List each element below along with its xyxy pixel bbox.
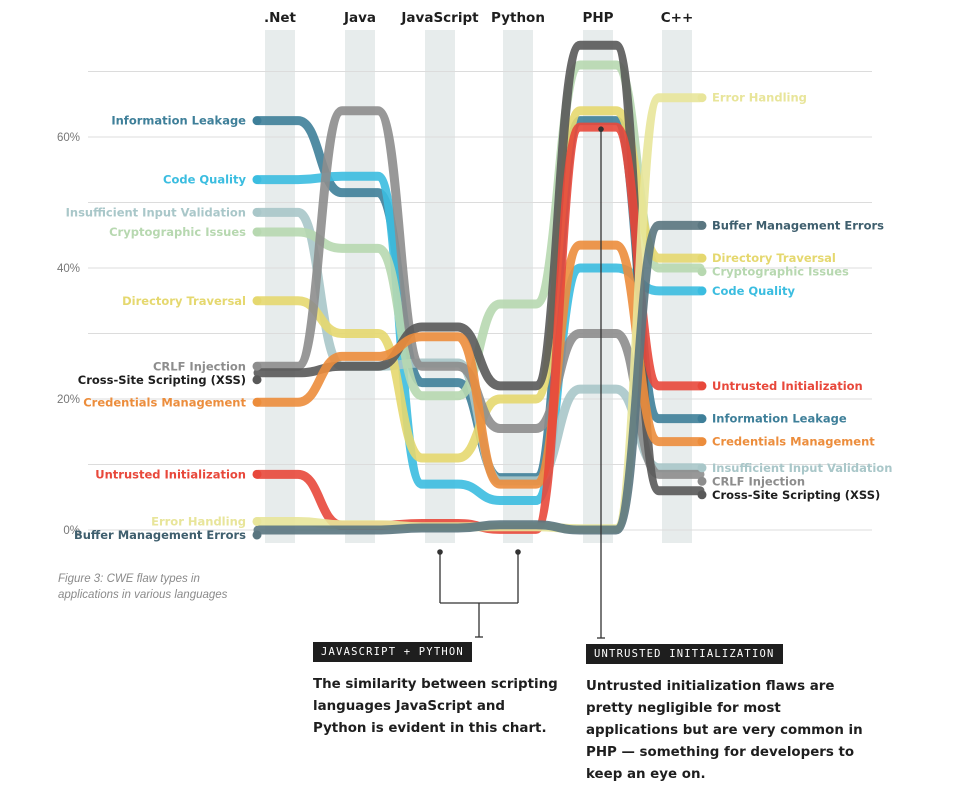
left-dot-error-handling	[252, 516, 262, 526]
left-label-cross-site-scripting-xss: Cross-Site Scripting (XSS)	[78, 373, 246, 387]
left-label-error-handling: Error Handling	[151, 514, 246, 528]
y-tick-label: 20%	[57, 394, 80, 406]
left-dot-insufficient-input-validation	[252, 207, 262, 217]
category-label-javascript: JavaScript	[400, 10, 479, 26]
series-line-credentials-management	[253, 240, 705, 489]
right-dot-untrusted-initialization	[697, 381, 707, 391]
right-dot-code-quality	[697, 286, 707, 296]
left-label-code-quality: Code Quality	[163, 173, 246, 187]
callout-text-untrusted-initialization: Untrusted initialization flaws are prett…	[586, 679, 863, 782]
column-band-net	[265, 30, 295, 543]
right-label-crlf-injection: CRLF Injection	[712, 474, 805, 488]
left-label-credentials-management: Credentials Management	[83, 395, 246, 409]
category-label-php: PHP	[582, 10, 613, 26]
right-dot-cryptographic-issues	[697, 267, 707, 277]
left-dot-code-quality	[252, 175, 262, 185]
y-tick-label: 40%	[57, 263, 80, 275]
right-dot-insufficient-input-validation	[697, 463, 707, 473]
callout-tag-javascript-python: JAVASCRIPT + PYTHON	[313, 642, 472, 662]
left-dot-buffer-management-errors	[252, 530, 262, 540]
category-label-java: Java	[343, 10, 376, 26]
category-label-c: C++	[661, 10, 694, 26]
category-label-python: Python	[491, 10, 545, 26]
right-dot-information-leakage	[697, 414, 707, 424]
series-line-buffer-management-errors	[253, 220, 705, 535]
left-label-insufficient-input-validation: Insufficient Input Validation	[66, 205, 246, 219]
left-dot-cryptographic-issues	[252, 227, 262, 237]
series-line-code-quality	[253, 171, 705, 506]
y-tick-label: 0%	[63, 525, 80, 537]
right-dot-crlf-injection	[697, 476, 707, 486]
right-label-information-leakage: Information Leakage	[712, 412, 847, 426]
right-label-error-handling: Error Handling	[712, 91, 807, 105]
left-dot-crlf-injection	[252, 361, 262, 371]
left-label-cryptographic-issues: Cryptographic Issues	[109, 225, 246, 239]
left-dot-credentials-management	[252, 397, 262, 407]
left-dot-cross-site-scripting-xss	[252, 375, 262, 385]
left-label-information-leakage: Information Leakage	[111, 114, 246, 128]
left-label-untrusted-initialization: Untrusted Initialization	[95, 467, 246, 481]
right-label-credentials-management: Credentials Management	[712, 435, 875, 449]
right-label-cryptographic-issues: Cryptographic Issues	[712, 265, 849, 279]
column-band-javascript	[425, 30, 455, 543]
left-dot-directory-traversal	[252, 296, 262, 306]
left-dot-information-leakage	[252, 116, 262, 126]
y-tick-label: 60%	[57, 132, 80, 144]
right-dot-error-handling	[697, 93, 707, 103]
callout-tag-untrusted-initialization: UNTRUSTED INITIALIZATION	[586, 644, 783, 664]
column-band-python	[503, 30, 533, 543]
left-label-directory-traversal: Directory Traversal	[122, 294, 246, 308]
right-label-code-quality: Code Quality	[712, 284, 795, 298]
right-dot-buffer-management-errors	[697, 220, 707, 230]
column-band-java	[345, 30, 375, 543]
right-label-untrusted-initialization: Untrusted Initialization	[712, 379, 863, 393]
right-label-buffer-management-errors: Buffer Management Errors	[712, 218, 884, 232]
right-dot-directory-traversal	[697, 253, 707, 263]
callout-text-javascript-python: The similarity between scripting languag…	[313, 677, 558, 736]
right-label-cross-site-scripting-xss: Cross-Site Scripting (XSS)	[712, 488, 880, 502]
right-dot-cross-site-scripting-xss	[697, 490, 707, 500]
right-dot-credentials-management	[697, 437, 707, 447]
category-label-net: .Net	[264, 10, 297, 26]
left-dot-untrusted-initialization	[252, 469, 262, 479]
figure-caption: Figure 3: CWE flaw types in applications…	[58, 573, 228, 601]
series-line-crlf-injection	[253, 106, 705, 479]
right-label-directory-traversal: Directory Traversal	[712, 251, 836, 265]
left-label-crlf-injection: CRLF Injection	[153, 359, 246, 373]
left-label-buffer-management-errors: Buffer Management Errors	[74, 528, 246, 542]
column-band-php	[583, 30, 613, 543]
right-label-insufficient-input-validation: Insufficient Input Validation	[712, 461, 892, 475]
